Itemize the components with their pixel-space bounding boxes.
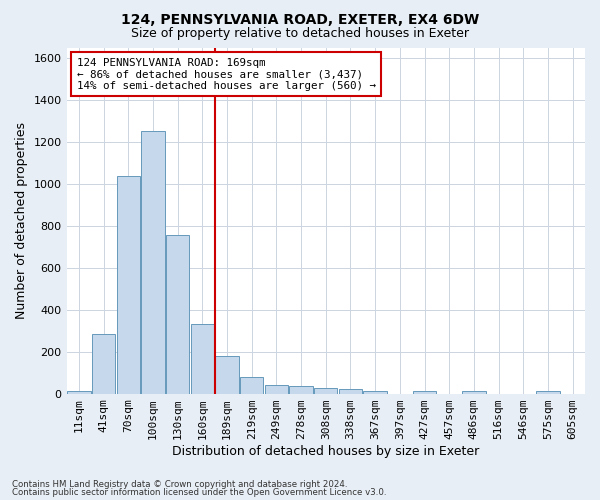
Bar — [289, 386, 313, 394]
Bar — [240, 377, 263, 394]
X-axis label: Distribution of detached houses by size in Exeter: Distribution of detached houses by size … — [172, 444, 479, 458]
Bar — [191, 324, 214, 394]
Text: Contains HM Land Registry data © Crown copyright and database right 2024.: Contains HM Land Registry data © Crown c… — [12, 480, 347, 489]
Bar — [265, 384, 288, 394]
Bar — [339, 390, 362, 394]
Bar — [67, 392, 91, 394]
Text: Size of property relative to detached houses in Exeter: Size of property relative to detached ho… — [131, 28, 469, 40]
Bar — [215, 356, 239, 394]
Bar — [92, 334, 115, 394]
Bar — [413, 391, 436, 394]
Bar — [314, 388, 337, 394]
Bar — [166, 235, 190, 394]
Text: 124, PENNSYLVANIA ROAD, EXETER, EX4 6DW: 124, PENNSYLVANIA ROAD, EXETER, EX4 6DW — [121, 12, 479, 26]
Text: Contains public sector information licensed under the Open Government Licence v3: Contains public sector information licen… — [12, 488, 386, 497]
Bar — [536, 391, 560, 394]
Bar — [462, 392, 485, 394]
Bar — [141, 132, 164, 394]
Bar — [116, 176, 140, 394]
Bar — [364, 392, 387, 394]
Text: 124 PENNSYLVANIA ROAD: 169sqm
← 86% of detached houses are smaller (3,437)
14% o: 124 PENNSYLVANIA ROAD: 169sqm ← 86% of d… — [77, 58, 376, 91]
Y-axis label: Number of detached properties: Number of detached properties — [15, 122, 28, 319]
